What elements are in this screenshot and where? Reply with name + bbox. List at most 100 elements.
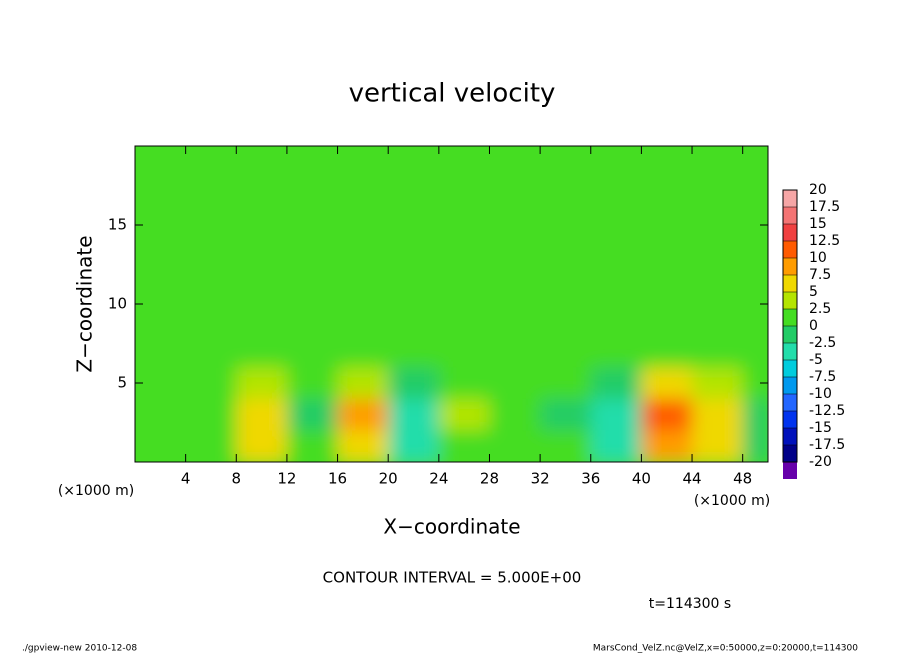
colorbar-swatch	[783, 275, 797, 292]
contour-note: CONTOUR INTERVAL = 5.000E+00	[323, 569, 582, 587]
x-tick-label: 44	[682, 470, 701, 488]
x-tick-label: 20	[379, 470, 398, 488]
colorbar-swatch	[783, 326, 797, 343]
cell	[590, 146, 642, 241]
x-tick-label: 24	[429, 470, 448, 488]
cell	[692, 367, 743, 399]
colorbar-label: 15	[809, 216, 827, 232]
colorbar-swatch	[783, 377, 797, 394]
cell	[489, 398, 541, 431]
cell	[489, 240, 541, 304]
y-axis-label: Z−coordinate	[73, 235, 97, 372]
cell	[236, 430, 287, 462]
colorbar-swatch	[783, 224, 797, 241]
field	[135, 146, 768, 462]
cell	[641, 240, 693, 304]
x-tick-label: 36	[581, 470, 600, 488]
cell	[236, 146, 287, 241]
cell	[590, 304, 642, 368]
cell	[286, 240, 338, 304]
cell	[742, 398, 768, 431]
cell	[590, 367, 642, 399]
chart-title: vertical velocity	[349, 79, 556, 109]
colorbar-swatch	[783, 343, 797, 360]
cell	[236, 367, 287, 399]
colorbar-label: -2.5	[809, 335, 836, 351]
cell	[438, 398, 490, 431]
cell	[692, 304, 743, 368]
cell	[692, 430, 743, 462]
colorbar-label: -20	[809, 454, 832, 470]
cell	[692, 398, 743, 431]
cell	[438, 304, 490, 368]
cell	[540, 430, 591, 462]
colorbar-swatch	[783, 292, 797, 309]
cell	[489, 430, 541, 462]
cell	[742, 304, 768, 368]
colorbar-swatch	[783, 258, 797, 275]
cell	[185, 430, 237, 462]
cell	[185, 240, 237, 304]
cell	[337, 304, 389, 368]
cell	[641, 146, 693, 241]
time-label: t=114300 s	[649, 596, 731, 612]
cell	[286, 304, 338, 368]
cell	[388, 398, 439, 431]
colorbar-label: -10	[809, 386, 832, 402]
cell	[692, 240, 743, 304]
colorbar-label: 10	[809, 250, 827, 266]
colorbar-label: -5	[809, 352, 823, 368]
cell	[742, 240, 768, 304]
x-tick-label: 8	[232, 470, 242, 488]
y-unit: (×1000 m)	[58, 483, 134, 499]
cell	[438, 367, 490, 399]
x-tick-label: 12	[277, 470, 296, 488]
colorbar-label: 17.5	[809, 199, 840, 215]
cell	[540, 304, 591, 368]
cell	[185, 146, 237, 241]
x-tick-label: 4	[181, 470, 191, 488]
cell	[438, 146, 490, 241]
colorbar-swatch	[783, 428, 797, 445]
y-tick-label: 10	[108, 295, 127, 313]
cell	[236, 304, 287, 368]
cell	[135, 398, 186, 431]
colorbar-label: 0	[809, 318, 818, 334]
x-tick-label: 16	[328, 470, 347, 488]
cell	[337, 146, 389, 241]
cell	[135, 146, 186, 241]
colorbar-swatch	[783, 207, 797, 224]
cell	[286, 398, 338, 431]
cell	[641, 367, 693, 399]
cell	[337, 367, 389, 399]
x-tick-label: 40	[632, 470, 651, 488]
colorbar-swatch	[783, 309, 797, 326]
cell	[438, 430, 490, 462]
x-tick-label: 32	[531, 470, 550, 488]
colorbar-swatch	[783, 360, 797, 377]
axes: 4 8 12 16 20 24 28 32 36 40 44 48510152017.51512.51…	[108, 145, 845, 488]
cell	[337, 240, 389, 304]
cell	[135, 240, 186, 304]
cell	[135, 430, 186, 462]
footer-left: ./gpview-new 2010-12-08	[22, 644, 137, 654]
colorbar-swatch	[783, 394, 797, 411]
cell	[388, 430, 439, 462]
cell	[489, 367, 541, 399]
colorbar-swatch	[783, 190, 797, 207]
x-axis-label: X−coordinate	[383, 515, 520, 539]
cell	[135, 304, 186, 368]
cell	[641, 398, 693, 431]
x-unit: (×1000 m)	[694, 493, 770, 509]
cell	[540, 240, 591, 304]
cell	[236, 240, 287, 304]
x-tick-label: 28	[480, 470, 499, 488]
cell	[185, 367, 237, 399]
colorbar-label: 12.5	[809, 233, 840, 249]
cell	[286, 430, 338, 462]
cell	[388, 304, 439, 368]
colorbar-swatch	[783, 462, 797, 479]
cell	[388, 240, 439, 304]
cells	[135, 146, 768, 462]
